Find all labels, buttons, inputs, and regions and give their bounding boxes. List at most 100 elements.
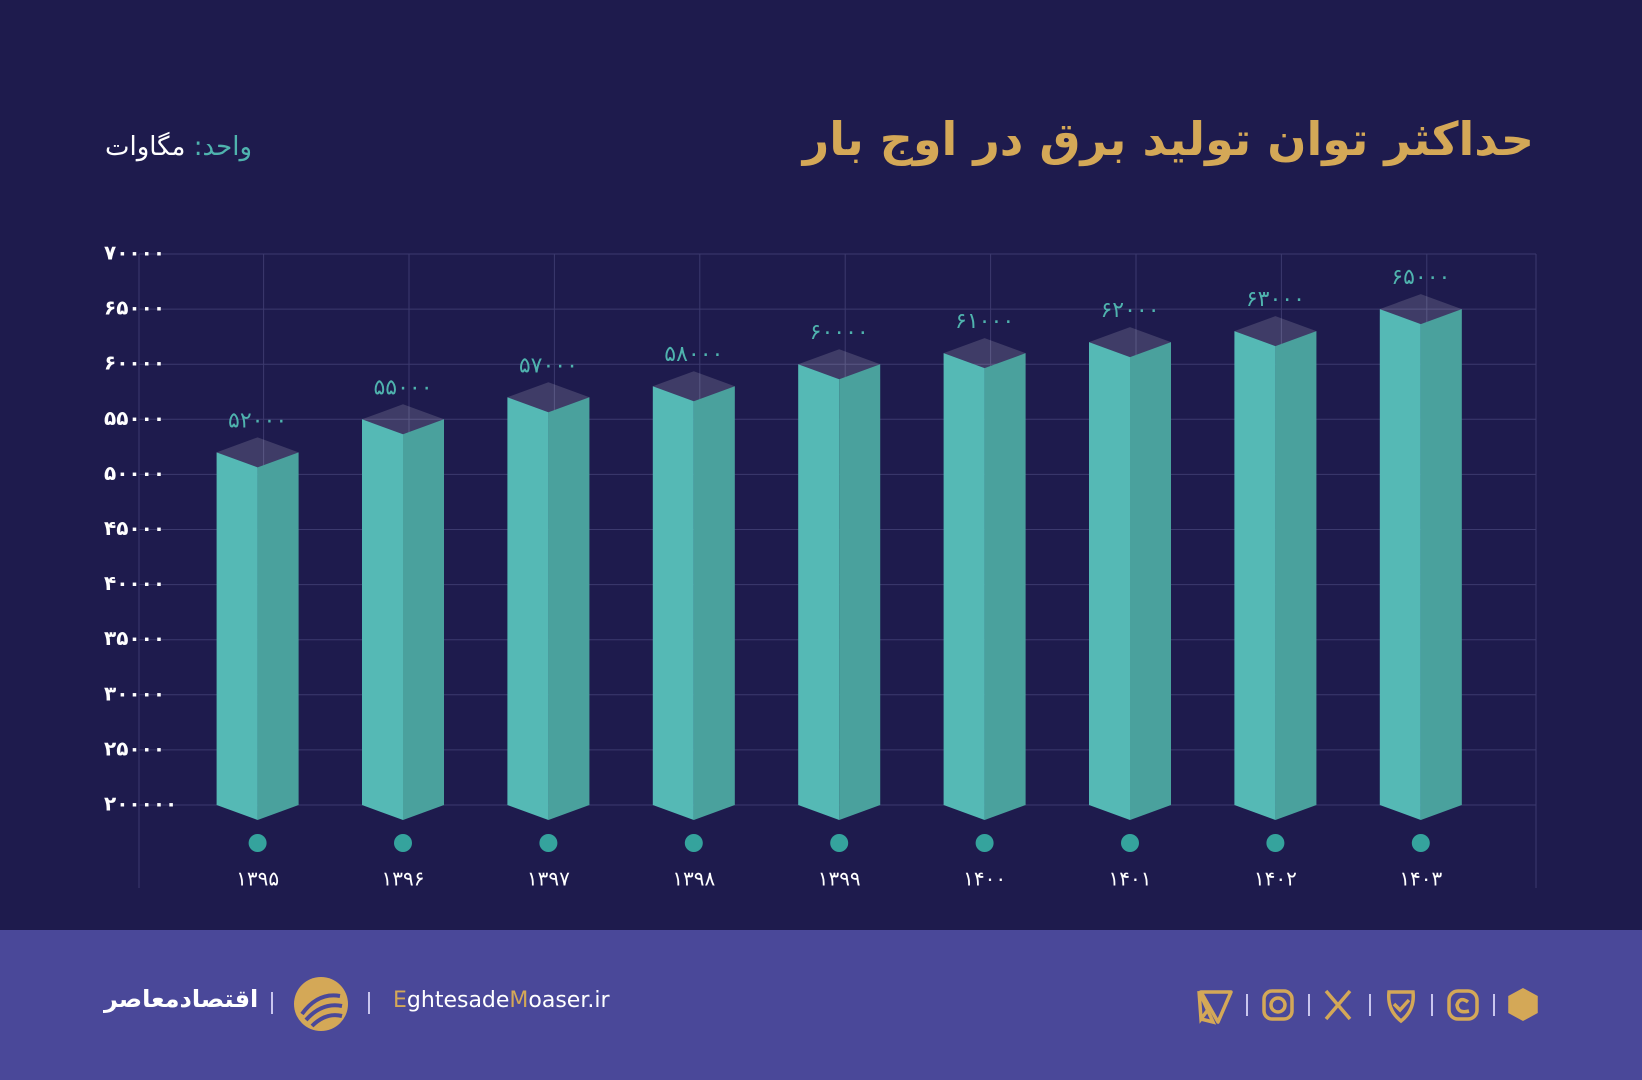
bar-side bbox=[839, 364, 881, 820]
bar bbox=[1089, 327, 1171, 820]
bar-top bbox=[1234, 316, 1317, 347]
y-tick-label: ۶۰۰۰۰ bbox=[104, 351, 165, 375]
bar-front bbox=[507, 397, 549, 820]
website-part: oaser.ir bbox=[528, 988, 610, 1013]
bar-side bbox=[548, 397, 590, 820]
e-letter bbox=[1455, 997, 1470, 1014]
y-tick-label: ۴۵۰۰۰ bbox=[104, 516, 165, 540]
instagram-icon[interactable] bbox=[1262, 989, 1294, 1021]
hex-icon[interactable] bbox=[1508, 988, 1538, 1021]
y-tick-label: ۳۰۰۰۰ bbox=[104, 681, 165, 705]
x-tick-label: ۱۳۹۸ bbox=[672, 867, 715, 891]
bar-top bbox=[798, 349, 881, 380]
y-tick-label: ۴۰۰۰۰ bbox=[104, 571, 165, 595]
bar-front bbox=[798, 364, 840, 820]
bar-side-shade bbox=[693, 386, 735, 820]
website-part: M bbox=[509, 988, 529, 1013]
bar-side bbox=[403, 419, 444, 820]
bar bbox=[362, 404, 444, 820]
bar bbox=[507, 382, 590, 820]
footer: اقتصادمعاصر EghtesadeMoaser.ir bbox=[0, 930, 1642, 1080]
x-tick-label: ۱۴۰۱ bbox=[1109, 867, 1152, 891]
bar-side bbox=[1275, 331, 1317, 820]
bar-side bbox=[1130, 342, 1171, 820]
value-label: ۵۸۰۰۰ bbox=[664, 342, 723, 367]
bar-side bbox=[257, 452, 299, 820]
category-dot bbox=[830, 834, 849, 852]
bar-top bbox=[507, 382, 590, 413]
logo-mark bbox=[300, 993, 343, 1028]
instagram-lens bbox=[1269, 996, 1287, 1014]
chart: ۲۰۰۰۰۰ ۲۵۰۰۰ ۳۰۰۰۰ ۳۵۰۰۰ ۴۰۰۰۰ ۴۵۰۰۰ ۵۰۰۰۰ ۵۵۰۰… bbox=[104, 241, 1537, 891]
x-tick-label: ۱۴۰۳ bbox=[1399, 867, 1442, 891]
value-label: ۶۲۰۰۰ bbox=[1100, 298, 1159, 323]
category-dot bbox=[1266, 834, 1285, 852]
bar bbox=[943, 338, 1026, 820]
bar-top bbox=[652, 371, 735, 402]
value-label: ۶۳۰۰۰ bbox=[1246, 287, 1305, 312]
y-tick-label: ۲۵۰۰۰ bbox=[104, 736, 165, 760]
value-label: ۵۷۰۰۰ bbox=[519, 353, 578, 378]
x-tick-label: ۱۴۰۲ bbox=[1254, 867, 1297, 891]
website-part: ghtesade bbox=[406, 988, 510, 1013]
bar-side-shade bbox=[548, 397, 590, 820]
bar-side-shade bbox=[1275, 331, 1317, 820]
bar-side-shade bbox=[984, 353, 1026, 820]
category-dot bbox=[975, 834, 994, 852]
category-dot bbox=[248, 834, 267, 852]
bar-front bbox=[1089, 342, 1130, 820]
category-dot bbox=[684, 834, 703, 852]
bar-top bbox=[1379, 294, 1462, 325]
bar bbox=[216, 437, 299, 820]
bar-front bbox=[1379, 309, 1421, 820]
value-label: ۶۰۰۰۰ bbox=[810, 320, 869, 345]
bar-front bbox=[216, 452, 258, 820]
bar-side bbox=[984, 353, 1026, 820]
unit-label: واحد: bbox=[193, 132, 252, 162]
chart-title: حداکثر توان تولید برق در اوج بار bbox=[802, 112, 1534, 166]
website[interactable]: EghtesadeMoaser.ir bbox=[393, 988, 610, 1013]
category-dot bbox=[539, 834, 558, 852]
unit-note: واحد: مگاوات bbox=[105, 132, 252, 162]
website-part: E bbox=[393, 988, 407, 1013]
bar bbox=[1234, 316, 1317, 820]
value-label: ۵۲۰۰۰ bbox=[228, 408, 287, 433]
category-dot bbox=[1121, 834, 1139, 852]
bar-side bbox=[1420, 309, 1462, 820]
bar bbox=[652, 371, 735, 820]
telegram-icon[interactable] bbox=[1197, 990, 1217, 1025]
footer-graphics bbox=[271, 977, 1538, 1031]
bar-side-shade bbox=[403, 419, 444, 820]
bar-top bbox=[362, 404, 444, 435]
bar-side-shade bbox=[1420, 309, 1462, 820]
y-tick-label: ۲۰۰۰۰۰ bbox=[104, 792, 177, 816]
x-tick-label: ۱۳۹۹ bbox=[818, 867, 861, 891]
bar bbox=[798, 349, 881, 820]
brand: اقتصادمعاصر bbox=[104, 985, 259, 1013]
bar-side bbox=[693, 386, 735, 820]
y-tick-label: ۳۵۰۰۰ bbox=[104, 626, 165, 650]
y-tick-label: ۷۰۰۰۰ bbox=[104, 241, 165, 265]
x-tick-label: ۱۳۹۵ bbox=[236, 867, 279, 891]
category-dot bbox=[394, 834, 412, 852]
category-dot bbox=[1411, 834, 1430, 852]
bar bbox=[1379, 294, 1462, 820]
value-label: ۵۵۰۰۰ bbox=[373, 375, 432, 400]
x-icon[interactable] bbox=[1324, 989, 1352, 1021]
bar-top bbox=[1089, 327, 1171, 358]
y-tick-label: ۵۵۰۰۰ bbox=[104, 406, 165, 430]
e-icon[interactable] bbox=[1447, 989, 1479, 1021]
icon-separators bbox=[1246, 994, 1495, 1016]
bar-front bbox=[362, 419, 403, 820]
bar-front bbox=[943, 353, 985, 820]
y-tick-label: ۵۰۰۰۰ bbox=[104, 461, 165, 485]
telegram-body bbox=[1199, 990, 1233, 1024]
social-icons bbox=[1197, 988, 1538, 1025]
x-tick-label: ۱۴۰۰ bbox=[963, 867, 1006, 891]
bar-side-shade bbox=[1130, 342, 1171, 820]
bar-side-shade bbox=[839, 364, 881, 820]
shield-icon[interactable] bbox=[1387, 990, 1415, 1024]
x-tick-label: ۱۳۹۷ bbox=[527, 867, 570, 891]
bar-side-shade bbox=[257, 452, 299, 820]
